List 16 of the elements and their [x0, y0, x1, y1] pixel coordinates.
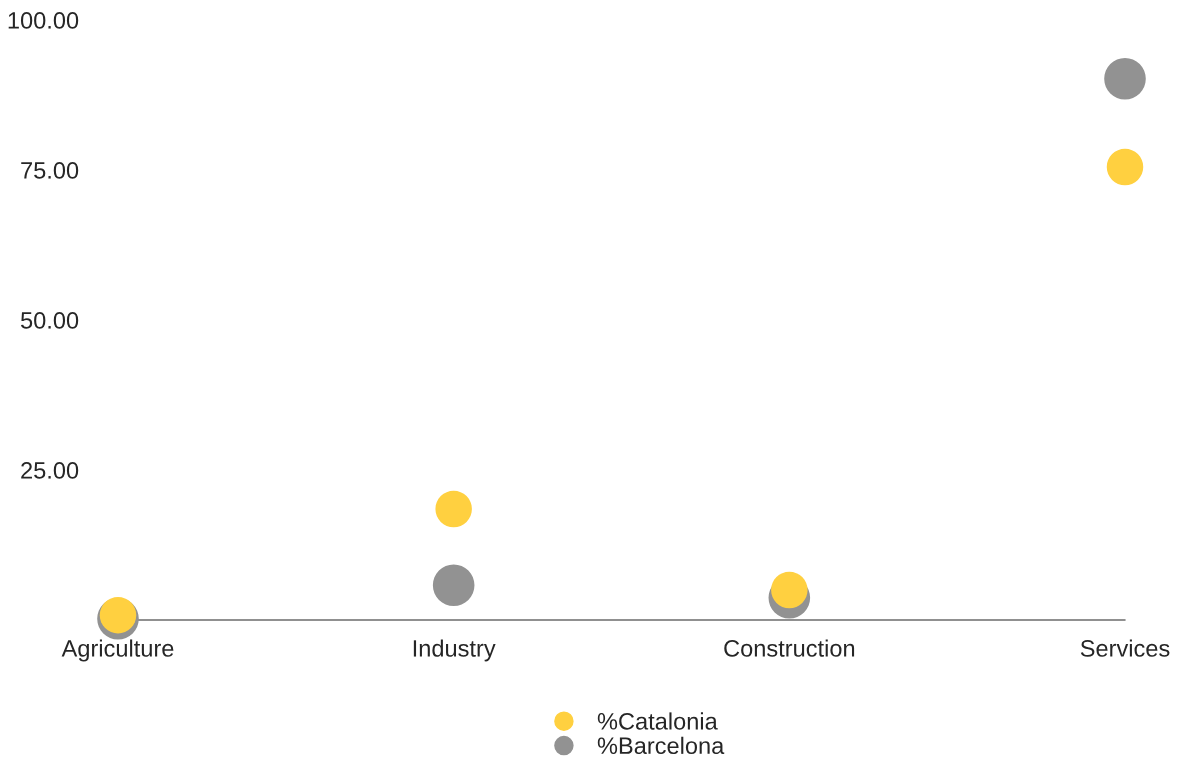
x-tick-label: Agriculture — [61, 639, 174, 662]
point — [1106, 148, 1144, 186]
legend-label: %Catalonia — [597, 712, 718, 730]
y-tick-label: 25.00 — [21, 462, 79, 479]
point — [771, 571, 808, 609]
x-tick-label: Services — [1080, 639, 1170, 657]
legend-label: %Barcelona — [597, 736, 725, 755]
y-tick-label: 100.00 — [8, 12, 79, 29]
point — [432, 564, 475, 606]
x-tick-label: Construction — [724, 639, 855, 657]
point — [1104, 58, 1146, 100]
point — [435, 490, 472, 528]
y-tick-label: 75.00 — [21, 162, 79, 179]
y-tick-label: 50.00 — [20, 312, 79, 329]
point — [99, 596, 137, 634]
x-tick-label: Industry — [413, 639, 496, 662]
